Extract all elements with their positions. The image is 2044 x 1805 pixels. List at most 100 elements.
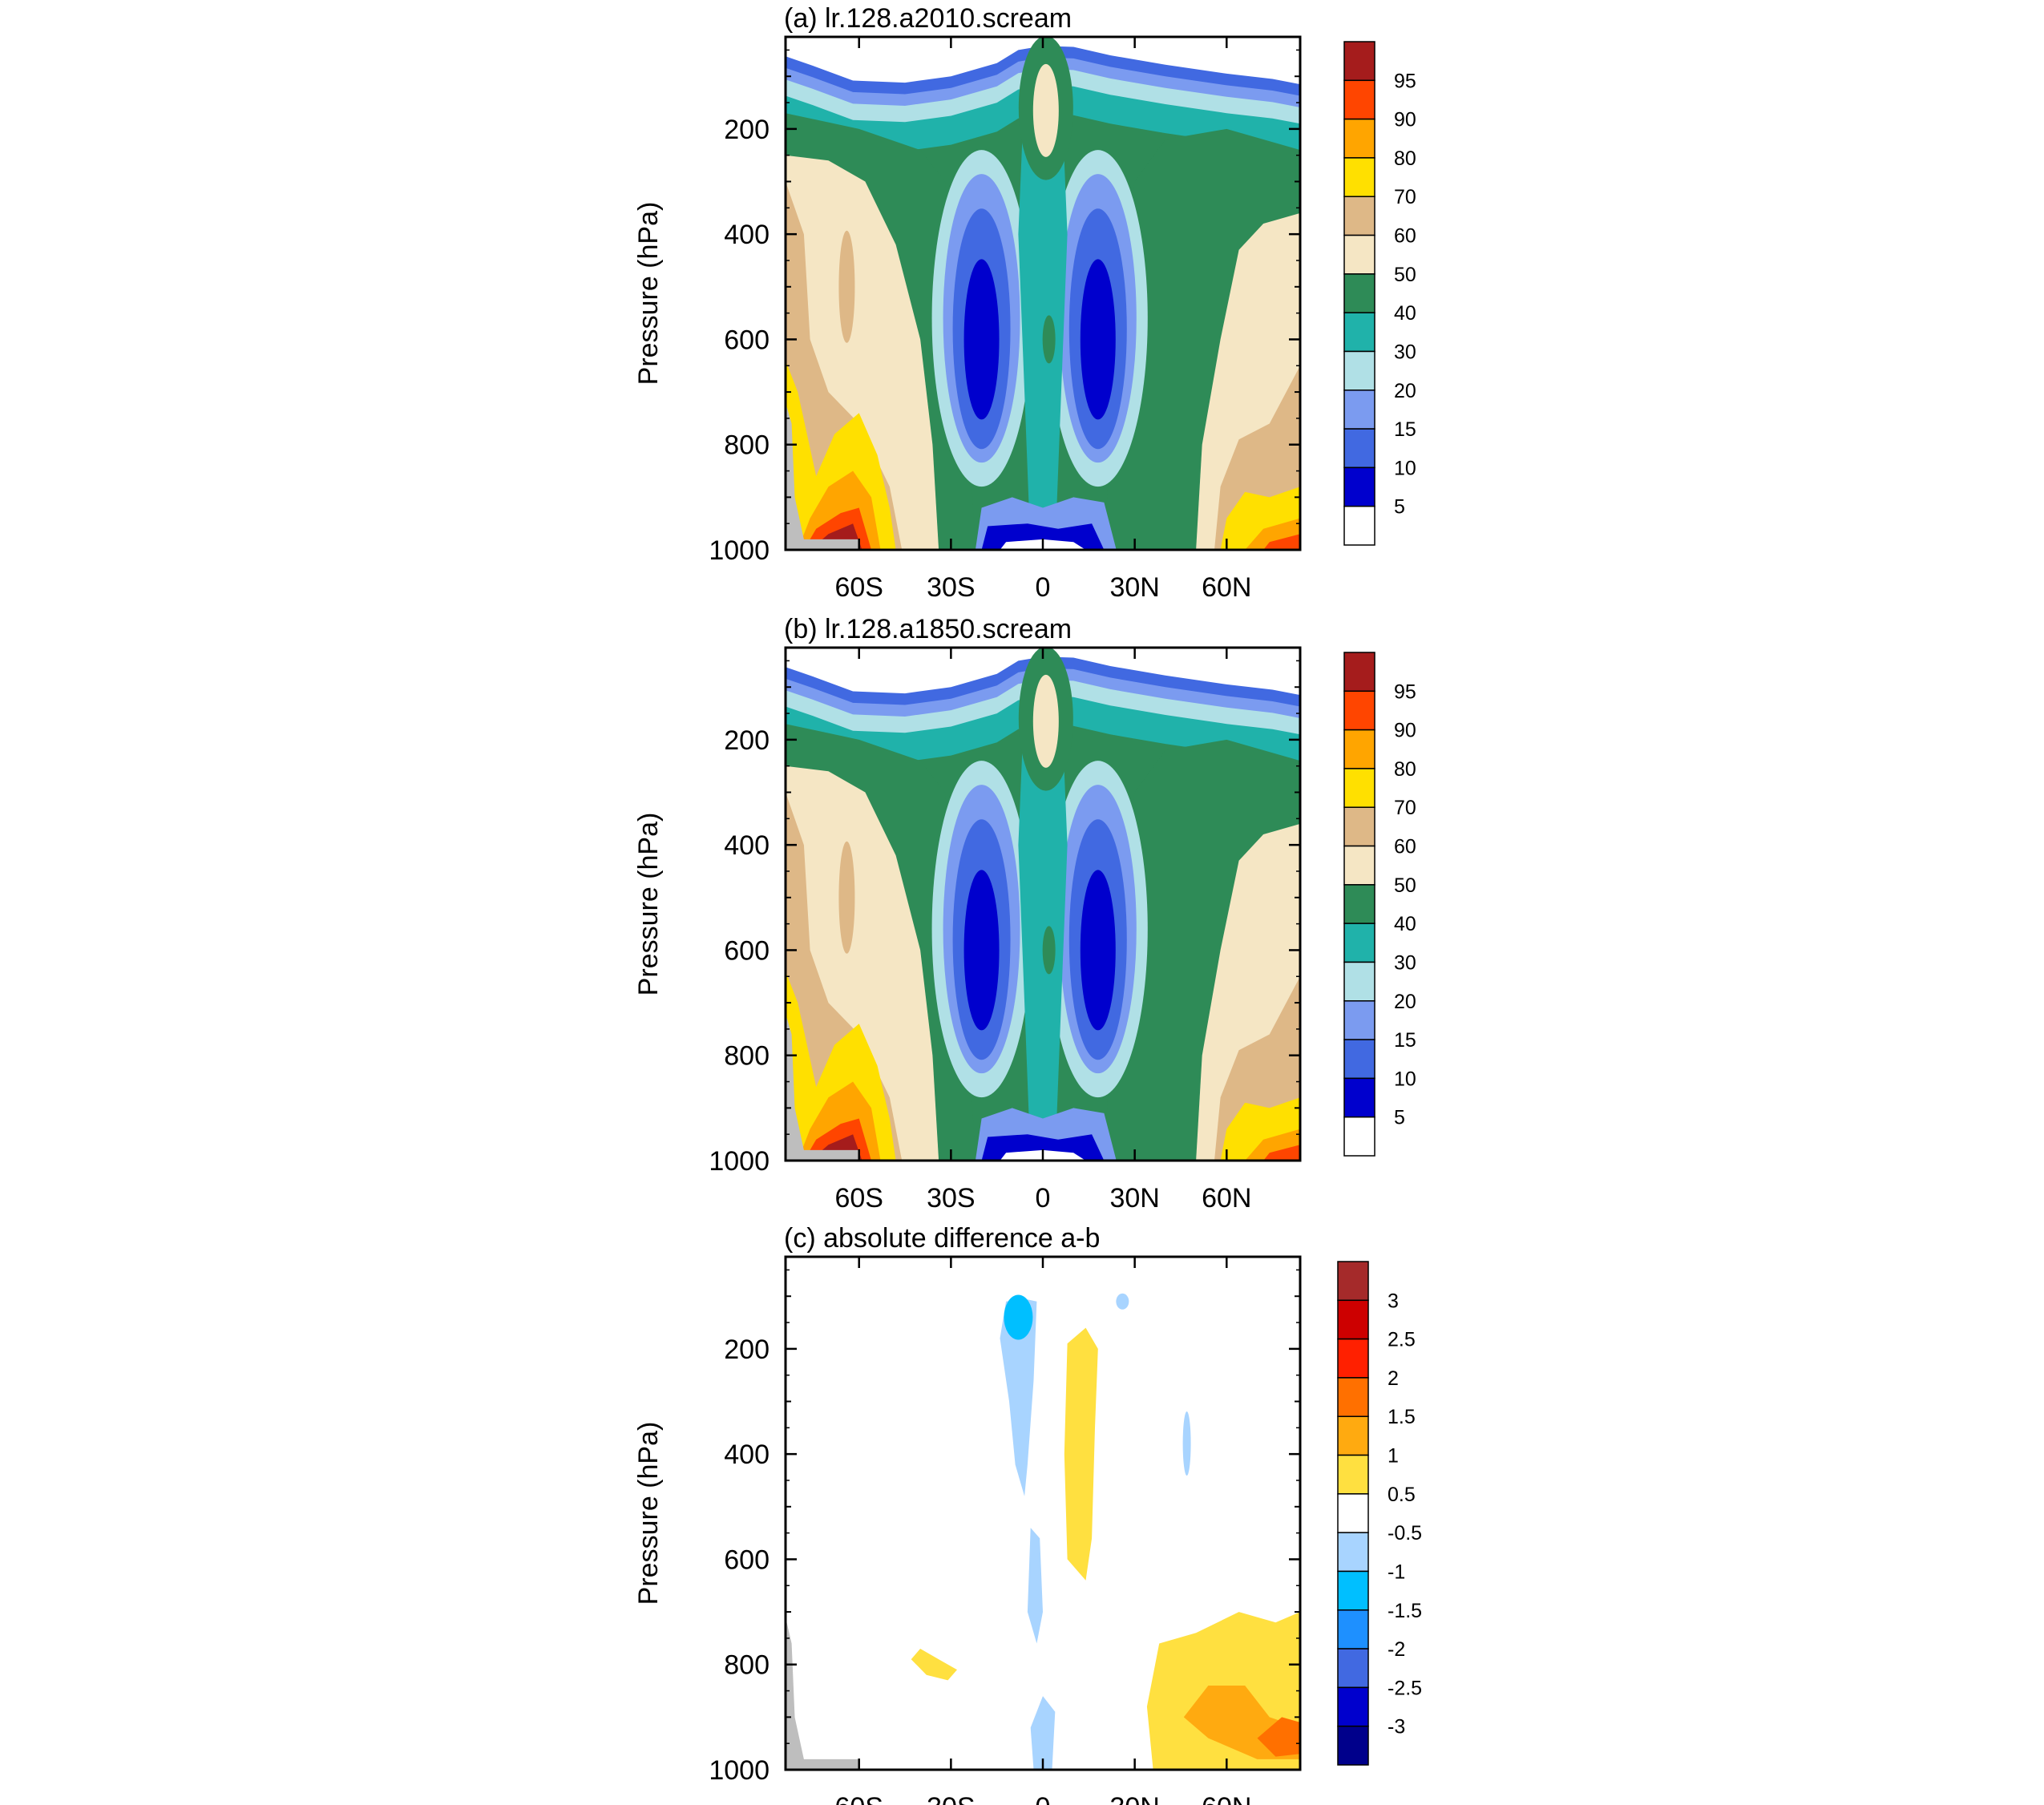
colorbar-label: 95 [1394, 680, 1416, 703]
colorbar-box [1343, 505, 1375, 546]
colorbar-label: 30 [1394, 951, 1416, 974]
plume-40-blob [1042, 926, 1056, 975]
colorbar-label: 60 [1394, 225, 1416, 248]
colorbar-box [1337, 1493, 1369, 1533]
colorbar-label: -1 [1388, 1561, 1405, 1583]
colorbar-label: 50 [1394, 874, 1416, 897]
band-60-blob [838, 841, 855, 954]
band-60-blob [838, 230, 855, 343]
colorbar-box [1343, 845, 1375, 886]
y-tick-label: 200 [724, 725, 770, 756]
colorbar-label: 1.5 [1388, 1406, 1416, 1428]
x-tick-label: 0 [1036, 1183, 1051, 1213]
colorbar-label: 3 [1388, 1290, 1399, 1312]
diff-neg-mid [1027, 1528, 1043, 1644]
y-axis-label: Pressure (hPa) [633, 202, 664, 386]
colorbar-box [1343, 923, 1375, 963]
contour-field [786, 648, 1300, 1161]
panel-b: (b) lr.128.a1850.scream2004006008001000P… [633, 614, 1416, 1213]
colorbar-label: 20 [1394, 380, 1416, 402]
diff-pos-upper [1064, 1327, 1098, 1581]
y-tick-label: 800 [724, 430, 770, 461]
core-5-sh [963, 259, 1000, 420]
colorbar-box [1337, 1299, 1369, 1340]
colorbar-box [1343, 1077, 1375, 1118]
diff-neg-low [1030, 1696, 1056, 1770]
colorbar-box [1337, 1454, 1369, 1495]
colorbar-label: 20 [1394, 991, 1416, 1013]
y-axis-label: Pressure (hPa) [633, 813, 664, 996]
panel-a: (a) lr.128.a2010.scream2004006008001000P… [633, 3, 1416, 603]
x-tick-label: 0 [1036, 1792, 1051, 1805]
colorbar-label: 70 [1394, 186, 1416, 208]
diff-neg-upper [1000, 1298, 1037, 1496]
y-tick-label: 600 [724, 935, 770, 966]
orography-mask [786, 1013, 859, 1161]
core-5-sh [963, 870, 1000, 1031]
colorbar-label: 95 [1394, 70, 1416, 92]
colorbar-box [1343, 273, 1375, 313]
colorbar-box [1343, 961, 1375, 1002]
colorbar-box [1337, 1532, 1369, 1573]
y-tick-label: 200 [724, 1335, 770, 1365]
colorbar-label: 1 [1388, 1445, 1399, 1468]
colorbar-label: 40 [1394, 913, 1416, 935]
colorbar-label: 2 [1388, 1367, 1399, 1390]
band-90-nh [1263, 1145, 1300, 1161]
x-tick-label: 60N [1202, 1792, 1251, 1805]
colorbar-label: 5 [1394, 496, 1405, 519]
colorbar-label: 80 [1394, 758, 1416, 781]
colorbar-label: 15 [1394, 418, 1416, 441]
diff-pos-sh [911, 1649, 957, 1681]
colorbar-box [1343, 312, 1375, 353]
diff-neg-top [1116, 1293, 1129, 1310]
x-tick-label: 0 [1036, 572, 1051, 603]
x-tick-label: 30N [1109, 572, 1159, 603]
colorbar-box [1343, 806, 1375, 847]
plume-30 [1018, 697, 1068, 1161]
colorbar-label: 60 [1394, 836, 1416, 858]
y-tick-label: 800 [724, 1650, 770, 1681]
orography-mask [786, 402, 859, 550]
x-tick-label: 60S [834, 572, 883, 603]
colorbar-box [1343, 884, 1375, 924]
x-tick-label: 60S [834, 1183, 883, 1213]
upper-50 [1032, 674, 1059, 768]
colorbar-box [1337, 1686, 1369, 1727]
colorbar-label: -2.5 [1388, 1677, 1422, 1699]
contour-field [786, 1293, 1300, 1770]
colorbar-label: 40 [1394, 302, 1416, 325]
colorbar-box [1343, 157, 1375, 197]
y-tick-label: 400 [724, 220, 770, 250]
diff-pos-nh-3 [1257, 1717, 1300, 1757]
colorbar-box [1343, 350, 1375, 391]
colorbar-box [1337, 1338, 1369, 1379]
colorbar-box [1343, 690, 1375, 731]
panel-title: (c) absolute difference a-b [784, 1223, 1100, 1254]
colorbar-box [1343, 652, 1375, 693]
plume-40-blob [1042, 315, 1056, 364]
colorbar-box [1337, 1377, 1369, 1417]
colorbar-label: 2.5 [1388, 1329, 1416, 1351]
colorbar-label: -3 [1388, 1716, 1405, 1738]
contour-field [786, 37, 1300, 550]
upper-50 [1032, 63, 1059, 157]
colorbar-box [1343, 1039, 1375, 1080]
colorbar-label: 70 [1394, 797, 1416, 819]
y-tick-label: 1000 [709, 1146, 770, 1177]
colorbar-box [1337, 1415, 1369, 1456]
colorbar-label: 15 [1394, 1029, 1416, 1052]
colorbar-label: 0.5 [1388, 1484, 1416, 1506]
x-tick-label: 30N [1109, 1183, 1159, 1213]
colorbar-box [1337, 1261, 1369, 1302]
y-tick-label: 400 [724, 1440, 770, 1470]
plume-30 [1018, 87, 1068, 550]
x-tick-label: 60S [834, 1792, 883, 1805]
colorbar-box [1337, 1570, 1369, 1611]
colorbar-box [1343, 41, 1375, 82]
colorbar-label: 5 [1394, 1107, 1405, 1129]
x-tick-label: 30S [927, 572, 976, 603]
y-tick-label: 600 [724, 325, 770, 355]
colorbar-box [1343, 390, 1375, 430]
